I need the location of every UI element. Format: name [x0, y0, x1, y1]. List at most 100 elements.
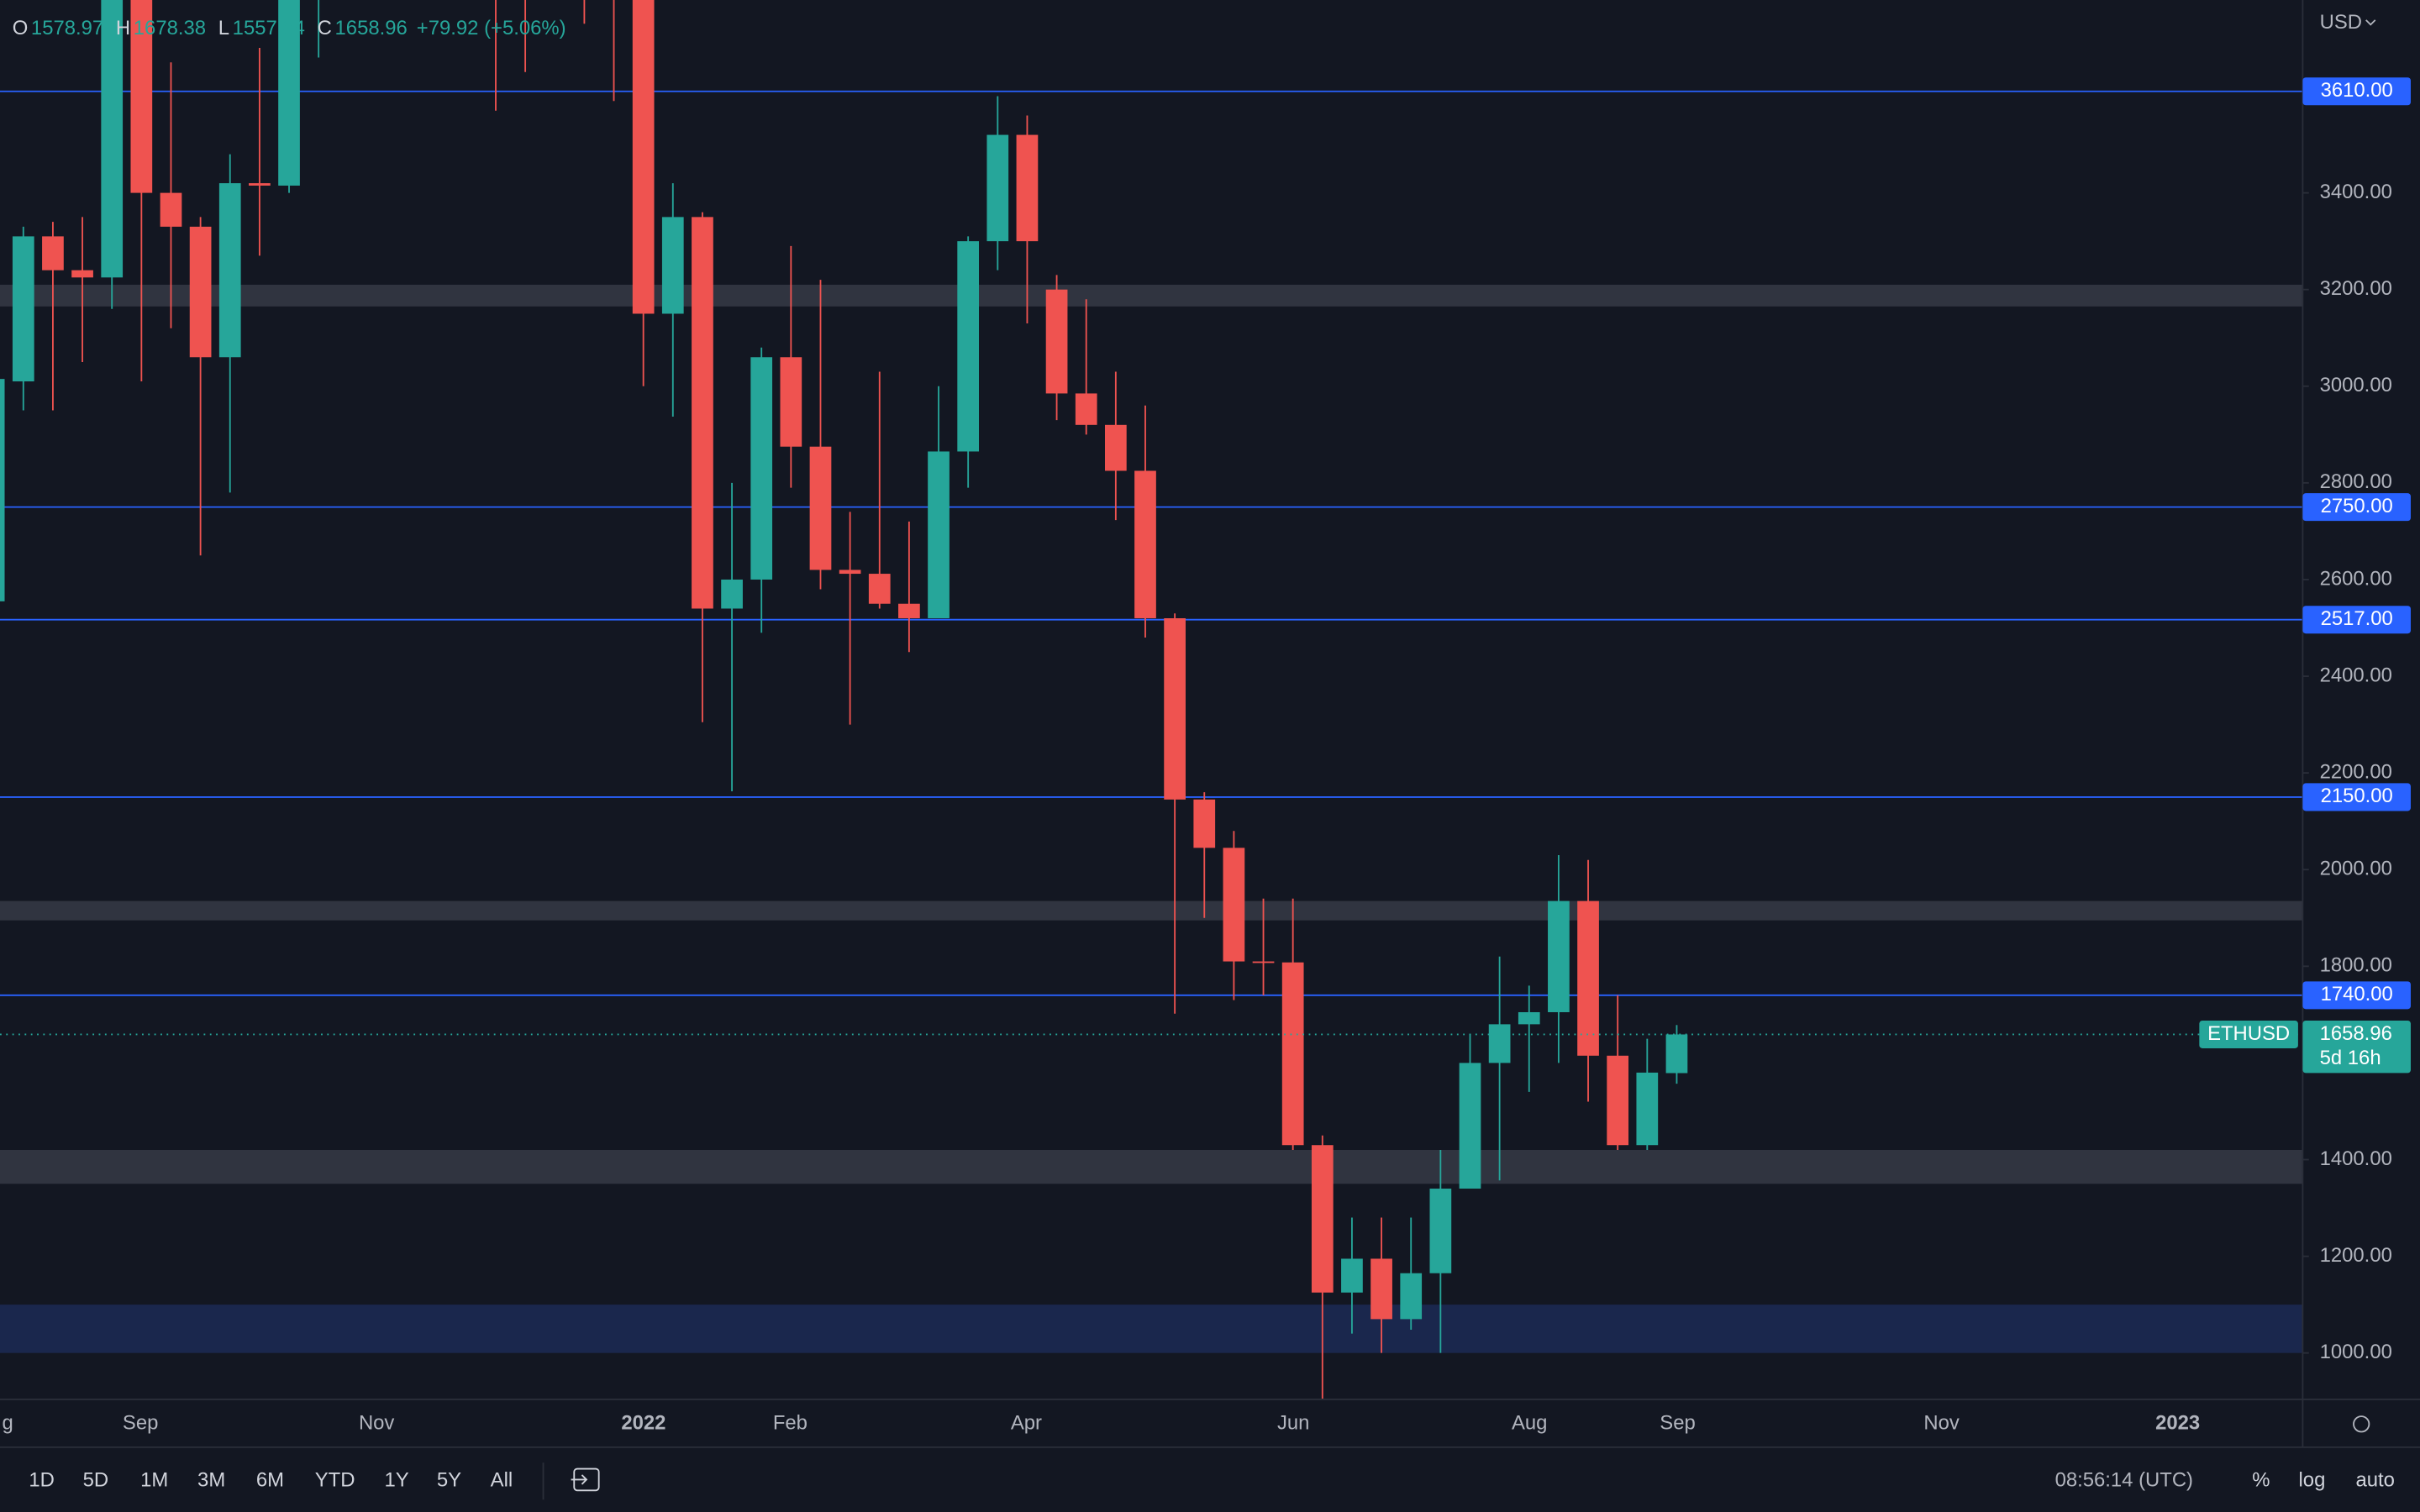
y-tick-label: 2600.00 — [2320, 567, 2392, 590]
symbol-label-bg — [2199, 1020, 2298, 1049]
x-tick-label: Jun — [1277, 1412, 1309, 1435]
interval-button[interactable]: 6M — [256, 1469, 284, 1492]
candle-body — [898, 603, 920, 618]
x-tick-label: 2023 — [2155, 1412, 2200, 1435]
interval-button[interactable]: All — [491, 1469, 513, 1492]
x-tick-label: Apr — [1011, 1412, 1042, 1435]
candle-body — [71, 270, 93, 278]
chevron — [2365, 19, 2376, 26]
candle-body — [160, 192, 182, 227]
candle-body — [1193, 799, 1216, 848]
zone — [0, 284, 2303, 307]
scale-button[interactable]: log — [2299, 1469, 2326, 1492]
ohlc-change: +79.92 (+5.06%) — [417, 17, 566, 39]
y-tick-label: 1400.00 — [2320, 1147, 2392, 1170]
candle-body — [1665, 1034, 1688, 1074]
scale-button[interactable]: % — [2252, 1469, 2270, 1492]
clock: 08:56:14 (UTC) — [2055, 1469, 2193, 1492]
y-tick-label: 3200.00 — [2320, 277, 2392, 300]
candle-body — [1311, 1145, 1334, 1293]
level-label-bg — [2302, 493, 2411, 522]
interval-button[interactable]: 1D — [29, 1469, 55, 1492]
candle-body — [661, 217, 684, 314]
x-tick-label: Sep — [1660, 1412, 1695, 1435]
level-label: 2150.00 — [2321, 785, 2393, 807]
candle-body — [1370, 1258, 1392, 1320]
ohlc-key: O — [13, 17, 29, 39]
candle-body — [1607, 1055, 1629, 1146]
candle-body — [42, 236, 64, 270]
interval-button[interactable]: 1M — [140, 1469, 168, 1492]
x-tick-label: g — [3, 1412, 13, 1435]
candle-body — [1016, 134, 1039, 242]
interval-button[interactable]: YTD — [315, 1469, 355, 1492]
zone — [0, 900, 2303, 921]
settings-icon[interactable] — [2353, 1415, 2370, 1433]
candle-body — [692, 217, 713, 609]
ohlc-key: H — [116, 17, 130, 39]
interval-button[interactable]: 5Y — [437, 1469, 461, 1492]
y-tick-label: 3000.00 — [2320, 374, 2392, 396]
y-tick-label: 3400.00 — [2320, 181, 2392, 203]
candle-body — [721, 579, 743, 609]
y-tick-label: 2400.00 — [2320, 664, 2392, 686]
candle-body — [986, 134, 1009, 242]
ohlc-legend: O 1578.97 H 1678.38 L 1557.04 C 1658.96 +79.92 (… — [13, 17, 566, 39]
y-tick-label: 2800.00 — [2320, 470, 2392, 493]
level-label: 2517.00 — [2321, 607, 2393, 630]
y-tick-label: 1200.00 — [2320, 1244, 2392, 1267]
zone — [0, 1149, 2303, 1184]
candle-body — [1252, 961, 1275, 963]
candle-body — [130, 0, 153, 193]
candle-body — [1518, 1011, 1540, 1025]
level-label: 2750.00 — [2321, 495, 2393, 517]
level-label-bg — [2302, 606, 2411, 634]
interval-button[interactable]: 1Y — [384, 1469, 408, 1492]
zone — [0, 1305, 2303, 1353]
x-tick-label: Nov — [359, 1412, 394, 1435]
x-tick-label: Sep — [123, 1412, 158, 1435]
candle-body — [750, 357, 773, 580]
candle-body — [809, 446, 832, 570]
candle-body — [249, 183, 271, 186]
candle-body — [839, 570, 861, 575]
candle-body — [1459, 1063, 1481, 1189]
candle-body — [1104, 424, 1127, 471]
goto-date-icon[interactable] — [571, 1467, 600, 1492]
plot-area — [0, 0, 2303, 1399]
y-tick-label: 1000.00 — [2320, 1341, 2392, 1363]
candle-body — [1223, 848, 1245, 962]
level-label: 1740.00 — [2321, 983, 2393, 1005]
price-label-bg — [2302, 1020, 2411, 1074]
candle-body — [12, 236, 34, 382]
candle-body — [1134, 470, 1156, 618]
x-tick-label: Aug — [1512, 1412, 1547, 1435]
candle-body — [1164, 617, 1186, 800]
currency[interactable]: USD — [2320, 11, 2362, 34]
level-label-bg — [2302, 783, 2411, 811]
ohlc-value: 1578.97 — [31, 17, 103, 39]
scale-button[interactable]: auto — [2356, 1469, 2395, 1492]
x-tick-label: Nov — [1923, 1412, 1960, 1435]
candle-body — [1548, 900, 1570, 1012]
candle-body — [632, 0, 655, 314]
x-tick-label: Feb — [773, 1412, 808, 1435]
ohlc-value: 1658.96 — [335, 17, 408, 39]
countdown: 5d 16h — [2320, 1047, 2381, 1069]
interval-button[interactable]: 3M — [197, 1469, 225, 1492]
candle-body — [1488, 1024, 1511, 1063]
price-label: 1658.96 — [2320, 1022, 2392, 1045]
candle-body — [1400, 1273, 1423, 1320]
y-tick-label: 2200.00 — [2320, 760, 2392, 783]
candle-body — [1075, 393, 1097, 425]
interval-button[interactable]: 5D — [83, 1469, 109, 1492]
level-label-bg — [2302, 77, 2411, 106]
symbol-label: ETHUSD — [2207, 1022, 2290, 1045]
candle-body — [1429, 1189, 1452, 1273]
candle-body — [1577, 900, 1599, 1056]
ohlc-key: L — [218, 17, 229, 39]
ohlc-value: 1678.38 — [134, 17, 206, 39]
